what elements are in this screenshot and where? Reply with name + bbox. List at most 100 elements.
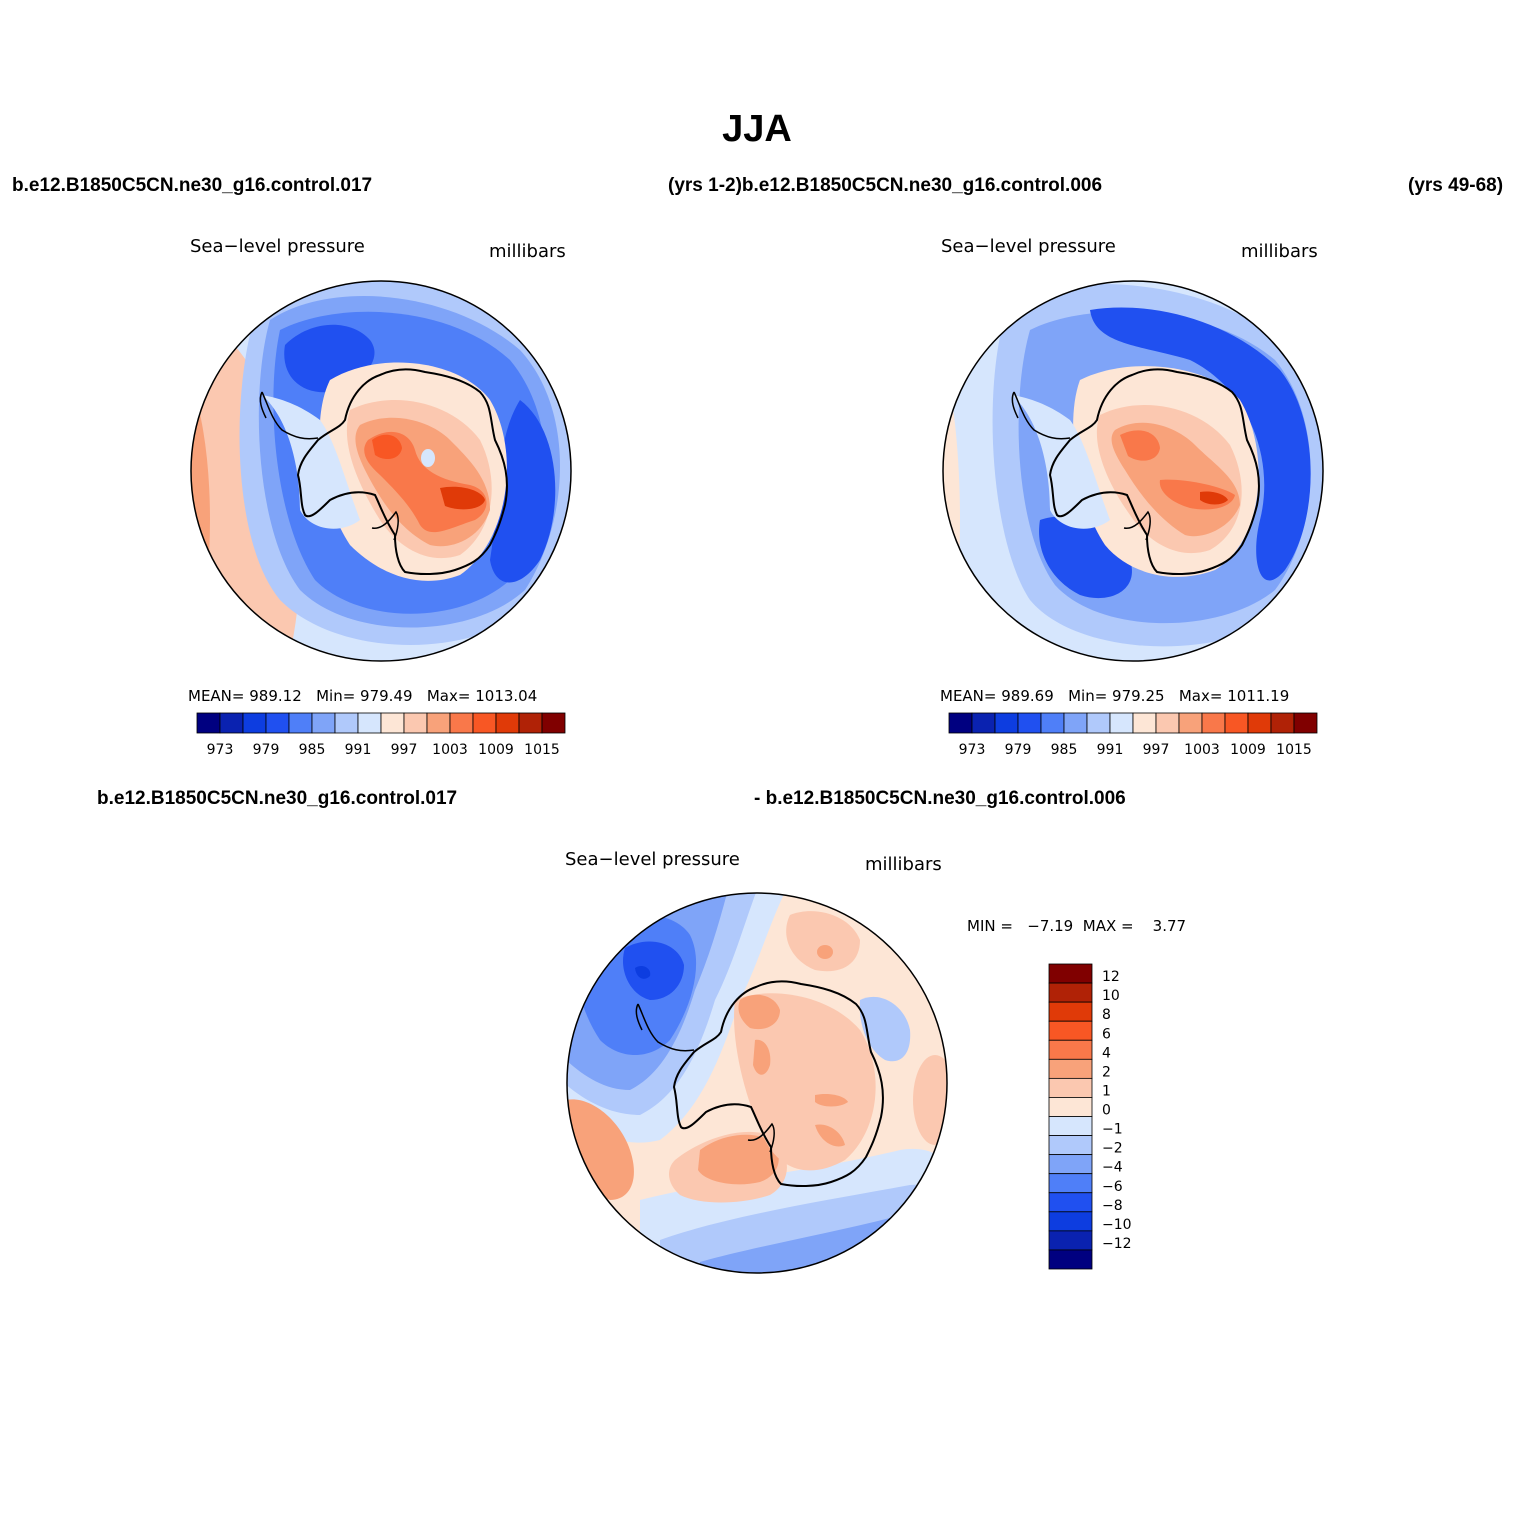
- panel2-peninsula-coastline: [1011, 391, 1071, 440]
- panel1-min-label: Min=: [316, 687, 356, 705]
- panel2-fill-1006-a: [1120, 430, 1160, 461]
- panel1-max-label: Max=: [426, 687, 471, 705]
- panel2-colorbar-box-14: [1270, 712, 1295, 734]
- panel1-variable-label: Sea−level pressure: [190, 236, 365, 257]
- panel1-colorbar-tick-label: 985: [299, 742, 326, 758]
- panel1-colorbar-box-14: [518, 712, 543, 734]
- panel2-colorbar-box-3: [1017, 712, 1042, 734]
- panel3-colorbar-box-3: [1048, 1020, 1093, 1041]
- panel3-fill-minus8: [622, 941, 684, 1000]
- panel3-colorbar-box-9: [1048, 1135, 1093, 1156]
- panel2-map-border: [942, 280, 1324, 662]
- panel2-ross-sea-coastline: [1123, 510, 1151, 541]
- panel3-map: [566, 892, 948, 1274]
- panel3-ross-sea-coastline: [747, 1122, 775, 1153]
- panel3-colorbar-tick-label: 2: [1102, 1064, 1111, 1080]
- diff-case-label-right: - b.e12.B1850C5CN.ne30_g16.control.006: [754, 788, 1126, 809]
- panel3-units-label: millibars: [865, 854, 942, 875]
- panel1-colorbar-box-6: [334, 712, 359, 734]
- panel3-fill-2-west: [567, 1099, 634, 1200]
- panel2-colorbar-tick-label: 1009: [1230, 742, 1266, 758]
- panel3-fill-1-east: [913, 1055, 947, 1145]
- panel3-fill-1-antarctica: [734, 993, 876, 1171]
- panel1-map: [190, 280, 572, 662]
- panel3-colorbar-tick-label: 8: [1102, 1007, 1111, 1023]
- panel2-colorbar: 973 979 985 991 997 1003 1009 1015: [948, 712, 1318, 758]
- panel1-max-value: 1013.04: [475, 687, 538, 705]
- panel2-colorbar-tick-label: 997: [1143, 742, 1170, 758]
- panel2-mean-value: 989.69: [1001, 687, 1054, 705]
- diff-case-label-left: b.e12.B1850C5CN.ne30_g16.control.017: [97, 788, 458, 809]
- panel3-antarctica-coastline: [672, 980, 884, 1188]
- panel1-colorbar-box-12: [472, 712, 497, 734]
- panel3-colorbar-tick-label: −4: [1102, 1160, 1123, 1176]
- panel3-colorbar-box-1: [1048, 982, 1093, 1003]
- case-label-left: b.e12.B1850C5CN.ne30_g16.control.017: [12, 175, 373, 196]
- panel2-mean-label: MEAN=: [940, 687, 997, 705]
- panel1-colorbar-tick-label: 973: [207, 742, 234, 758]
- panel3-colorbar-box-5: [1048, 1058, 1093, 1079]
- panel3-colorbar-tick-label: −2: [1102, 1141, 1123, 1157]
- panel2-fill-low-east: [1090, 307, 1311, 581]
- panel3-max-label: MAX =: [1082, 917, 1134, 935]
- panel2-colorbar-box-15: [1293, 712, 1318, 734]
- panel2-colorbar-tick-label: 979: [1005, 742, 1032, 758]
- panel3-colorbar-box-7: [1048, 1097, 1093, 1117]
- panel2-colorbar-box-7: [1109, 712, 1134, 734]
- panel2-min-label: Min=: [1068, 687, 1108, 705]
- panel3-colorbar-tick-label: −12: [1102, 1236, 1132, 1252]
- panel3-colorbar-tick-label: 12: [1102, 969, 1120, 985]
- panel1-colorbar-box-1: [219, 712, 244, 734]
- panel2-colorbar-tick-label: 991: [1097, 742, 1124, 758]
- panel1-fill-1000-west: [191, 300, 300, 661]
- panel3-colorbar-box-4: [1048, 1039, 1093, 1060]
- panel2-colorbar-box-9: [1155, 712, 1180, 734]
- panel3-max-value: 3.77: [1152, 917, 1187, 935]
- panel1-colorbar-box-10: [426, 712, 451, 734]
- panel1-peninsula-coastline: [259, 391, 319, 440]
- panel3-min-value: −7.19: [1027, 917, 1074, 935]
- panel1-fill-1009-a: [372, 434, 402, 460]
- panel3-peninsula-coastline: [635, 1003, 695, 1052]
- panel2-max-label: Max=: [1178, 687, 1223, 705]
- panel2-fill-997-west: [943, 281, 960, 661]
- panel3-colorbar-box-14: [1048, 1230, 1093, 1251]
- panel3-fill-2-north: [817, 945, 833, 959]
- panel1-colorbar-tick-label: 1009: [478, 742, 514, 758]
- panel3-colorbar-box-10: [1048, 1154, 1093, 1175]
- panel3-fill-minus2-east: [859, 996, 911, 1062]
- panel2-map: [942, 280, 1324, 662]
- panel2-colorbar-box-0: [948, 712, 973, 734]
- panel2-antarctica-coastline: [1048, 368, 1260, 576]
- panel1-map-border: [190, 280, 572, 662]
- panel1-fill-1012: [440, 486, 485, 510]
- panel3-min-label: MIN =: [967, 917, 1013, 935]
- panel3-colorbar-box-15: [1048, 1249, 1093, 1270]
- panel1-units-label: millibars: [489, 241, 566, 262]
- panel1-colorbar-box-2: [242, 712, 267, 734]
- panel1-colorbar-box-8: [380, 712, 405, 734]
- panel1-fill-low-east: [490, 400, 556, 583]
- panel2-colorbar-box-11: [1201, 712, 1226, 734]
- panel1-stats: MEAN= 989.12 Min= 979.49 Max= 1013.04: [188, 687, 537, 705]
- panel2-colorbar-box-2: [994, 712, 1019, 734]
- panel2-colorbar-tick-label: 1015: [1276, 742, 1312, 758]
- panel2-colorbar-box-1: [971, 712, 996, 734]
- panel3-colorbar-tick-label: −6: [1102, 1179, 1123, 1195]
- panel1-colorbar-tick-label: 991: [345, 742, 372, 758]
- panel3-colorbar-box-11: [1048, 1173, 1093, 1194]
- panel3-fill-2-b: [753, 1039, 771, 1075]
- panel1-colorbar-box-11: [449, 712, 474, 734]
- panel1-mean-value: 989.12: [249, 687, 302, 705]
- panel2-colorbar-box-13: [1247, 712, 1272, 734]
- panel2-fill-peninsula: [1012, 395, 1110, 529]
- panel2-colorbar-box-10: [1178, 712, 1203, 734]
- panel2-colorbar-tick-label: 985: [1051, 742, 1078, 758]
- panel1-colorbar: 973 979 985 991 997 1003 1009 1015: [196, 712, 566, 758]
- panel1-mean-label: MEAN=: [188, 687, 245, 705]
- panel1-antarctica-coastline: [296, 368, 508, 576]
- panel2-variable-label: Sea−level pressure: [941, 236, 1116, 257]
- panel3-stats: MIN = −7.19 MAX = 3.77: [967, 917, 1186, 935]
- panel3-fill-2-a: [738, 994, 780, 1030]
